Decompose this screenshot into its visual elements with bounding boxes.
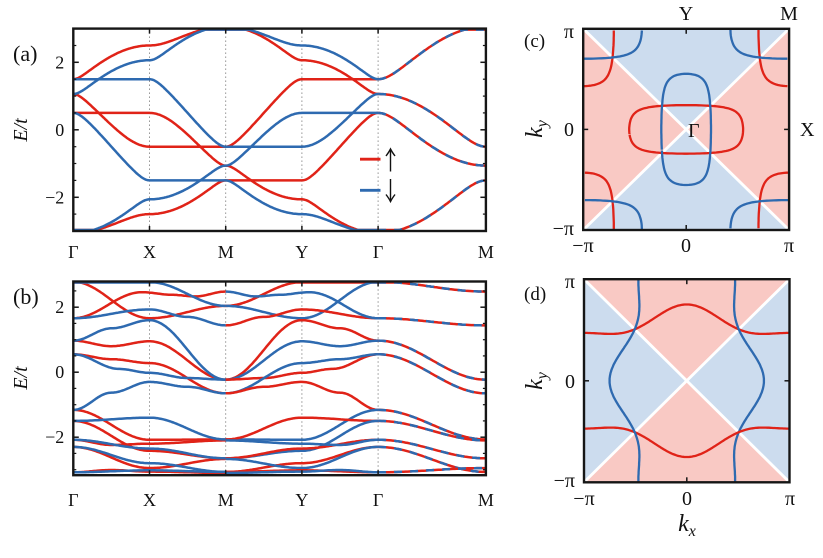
svg-text:−π: −π [573,488,594,510]
svg-text:0: 0 [564,119,574,141]
svg-text:−2: −2 [45,427,64,447]
svg-text:π: π [564,21,574,43]
svg-text:E/t: E/t [10,118,32,143]
svg-text:M: M [780,3,798,25]
svg-text:M: M [218,242,234,262]
svg-text:X: X [143,242,156,262]
svg-text:0: 0 [681,235,691,257]
svg-text:−2: −2 [45,187,64,207]
svg-text:0: 0 [565,371,575,393]
svg-text:0: 0 [682,488,692,510]
svg-text:−π: −π [553,218,574,240]
svg-text:ky: ky [522,119,551,138]
svg-text:(d): (d) [524,284,546,305]
svg-text:π: π [565,271,575,293]
svg-text:0: 0 [55,120,64,140]
svg-text:Γ: Γ [68,242,78,262]
svg-text:(c): (c) [524,31,545,52]
svg-text:ky: ky [522,371,551,390]
svg-text:M: M [478,242,494,262]
svg-text:M: M [218,490,234,510]
svg-text:−π: −π [572,235,593,257]
svg-text:0: 0 [55,362,64,382]
svg-text:M: M [478,490,494,510]
svg-text:Y: Y [679,3,693,25]
svg-text:(b): (b) [13,284,39,309]
svg-text:Γ: Γ [373,242,383,262]
svg-text:X: X [143,490,156,510]
svg-text:2: 2 [55,52,64,72]
svg-text:π: π [785,488,795,510]
svg-text:Y: Y [295,242,308,262]
svg-text:(a): (a) [13,41,37,66]
svg-text:E/t: E/t [10,366,32,391]
svg-text:Γ: Γ [68,490,78,510]
svg-text:Γ: Γ [688,120,700,142]
svg-text:2: 2 [55,297,64,317]
svg-text:−π: −π [554,470,575,492]
svg-text:Γ: Γ [373,490,383,510]
svg-text:π: π [784,235,794,257]
svg-text:kx: kx [678,511,696,540]
svg-text:Y: Y [295,490,308,510]
svg-text:X: X [800,119,815,141]
